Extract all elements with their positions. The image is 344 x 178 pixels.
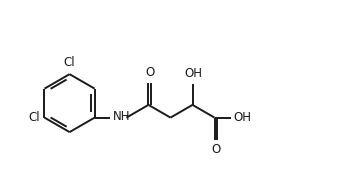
- Text: NH: NH: [113, 110, 130, 123]
- Text: O: O: [145, 66, 154, 79]
- Text: O: O: [211, 143, 221, 156]
- Text: Cl: Cl: [64, 56, 75, 69]
- Text: OH: OH: [184, 67, 202, 80]
- Text: Cl: Cl: [29, 111, 40, 124]
- Text: OH: OH: [233, 111, 251, 124]
